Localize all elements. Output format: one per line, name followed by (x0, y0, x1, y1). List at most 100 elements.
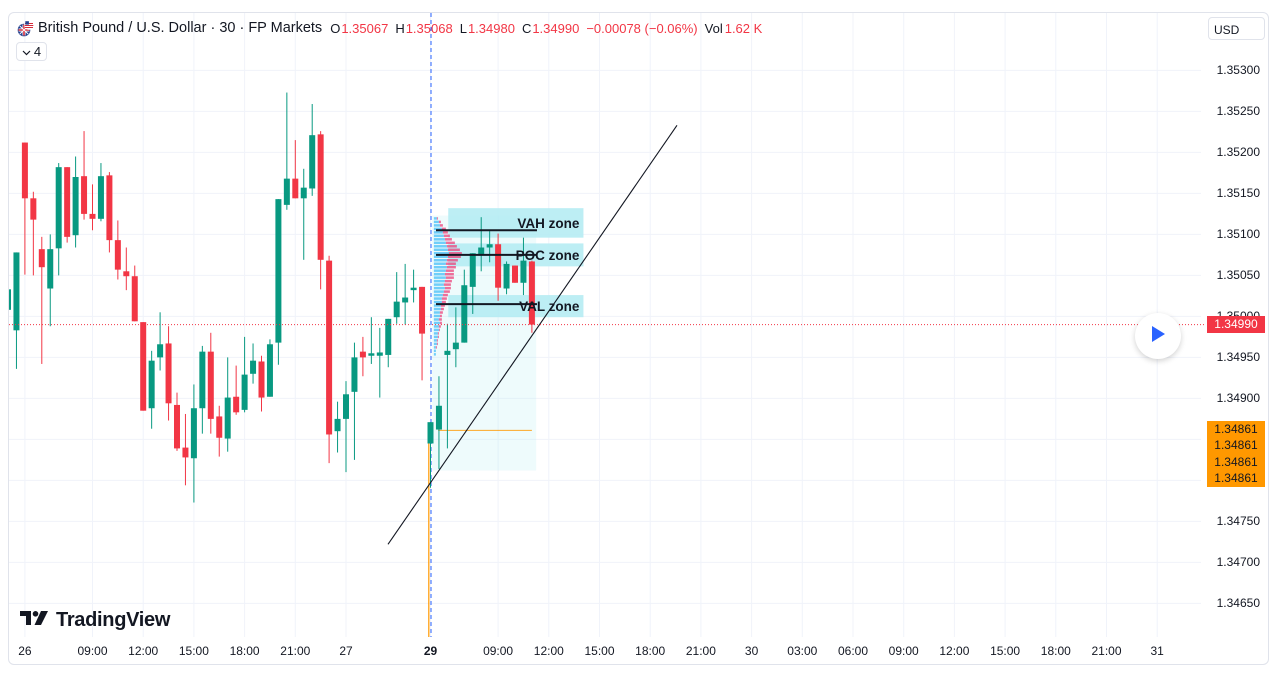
candle (343, 381, 349, 473)
candle-body (435, 405, 442, 430)
candle (131, 265, 138, 322)
candle (427, 422, 434, 488)
candle (190, 384, 197, 503)
candle-body (495, 244, 502, 288)
volume-label: Vol (704, 20, 723, 36)
candle-body (250, 360, 257, 374)
candle (435, 376, 442, 469)
profile-bar-buy (433, 349, 436, 353)
profile-bar-buy (433, 314, 440, 318)
profile-bar-buy (433, 286, 445, 290)
indicators-count: 4 (33, 44, 42, 59)
profile-bar-sell (439, 321, 442, 325)
profile-bar-buy (433, 241, 446, 245)
profile-bar-buy (433, 325, 439, 328)
candle-body (444, 350, 451, 355)
candle (55, 163, 62, 276)
candles (9, 92, 535, 503)
play-icon (1150, 325, 1166, 348)
time-tick-label: 18:00 (229, 644, 260, 658)
candle (385, 318, 392, 368)
price-tick-label: 1.34700 (1216, 555, 1260, 570)
candle (64, 167, 71, 243)
candle (317, 131, 324, 290)
profile-bar-sell (437, 332, 439, 335)
alert-price-label[interactable]: 1.34861 (1207, 420, 1265, 438)
candle (368, 317, 375, 364)
profile-bar-sell (441, 300, 446, 304)
profile-bar-sell (442, 231, 448, 234)
candle-body (292, 178, 299, 199)
price-tick-label: 1.35150 (1216, 186, 1260, 201)
time-tick-label: 09:00 (483, 644, 514, 658)
candle-body (275, 199, 282, 343)
candle (503, 261, 510, 295)
trend-line[interactable] (387, 125, 678, 545)
candle-body (512, 265, 518, 283)
candle (199, 345, 206, 434)
time-tick-label: 03:00 (787, 644, 818, 658)
candle (106, 172, 113, 253)
profile-bar-buy (433, 307, 441, 311)
profile-bar-buy (433, 304, 441, 307)
price-tick-label: 1.34650 (1216, 596, 1260, 611)
value-area-levels[interactable] (435, 229, 537, 306)
symbol-legend[interactable]: British Pound / U.S. Dollar · 30 · FP Ma… (17, 18, 769, 38)
profile-bar-sell (436, 217, 438, 220)
candle (478, 217, 485, 272)
alert-price-label[interactable]: 1.34861 (1207, 453, 1265, 471)
profile-bar-buy (433, 245, 447, 248)
profile-bar-buy (433, 283, 444, 286)
candle (123, 247, 130, 291)
profile-bar-buy (433, 339, 437, 342)
profile-bar-buy (433, 262, 446, 265)
candle (512, 265, 518, 283)
profile-bar-sell (437, 335, 439, 339)
candle (402, 263, 409, 325)
close-value: 1.34990 (532, 20, 580, 36)
profile-bar-sell (443, 290, 450, 293)
candle (520, 237, 527, 296)
candle-body (216, 416, 223, 438)
time-tick-label: 30 (744, 644, 759, 658)
candle-body (9, 289, 11, 310)
profile-bar-sell (444, 272, 454, 276)
candle-body (182, 447, 189, 458)
alert-price-label[interactable]: 1.34861 (1207, 437, 1265, 454)
candle-body (469, 253, 476, 287)
time-tick-label: 15:00 (990, 644, 1021, 658)
close-label: C (521, 20, 532, 36)
candle (283, 92, 290, 210)
profile-bar-sell (439, 224, 443, 227)
zone-rect[interactable] (448, 295, 584, 318)
trend-line-segment[interactable] (387, 125, 678, 545)
low-label: L (459, 20, 467, 36)
profile-bar-sell (438, 318, 442, 321)
price-tick-label: 1.35050 (1216, 268, 1260, 283)
tradingview-logo[interactable]: TradingView (20, 609, 170, 632)
candle (266, 339, 273, 397)
profile-bar-buy (433, 321, 440, 325)
profile-bar-buy (433, 258, 447, 262)
alert-price-label[interactable]: 1.34861 (1207, 470, 1265, 487)
candle (47, 234, 54, 327)
profile-bar-sell (443, 283, 451, 286)
go-to-realtime-button[interactable] (1135, 313, 1181, 359)
candle-body (427, 422, 434, 444)
candle-body (89, 213, 96, 219)
price-tick-label: 1.35250 (1216, 104, 1260, 119)
candle-body (486, 244, 493, 248)
symbol-title[interactable]: British Pound / U.S. Dollar · 30 · FP Ma… (38, 20, 323, 36)
profile-bar-sell (440, 304, 445, 307)
profile-bar-sell (447, 255, 461, 258)
time-tick-label: 12:00 (939, 644, 970, 658)
indicators-toggle-button[interactable]: 4 (16, 42, 47, 61)
profile-bar-buy (433, 217, 437, 220)
profile-bar-sell (441, 297, 447, 300)
currency-button[interactable]: USD (1208, 17, 1265, 40)
candle (452, 307, 459, 368)
candle-body (283, 178, 290, 205)
profile-bar-sell (435, 346, 437, 349)
zone-rect[interactable] (448, 208, 584, 238)
